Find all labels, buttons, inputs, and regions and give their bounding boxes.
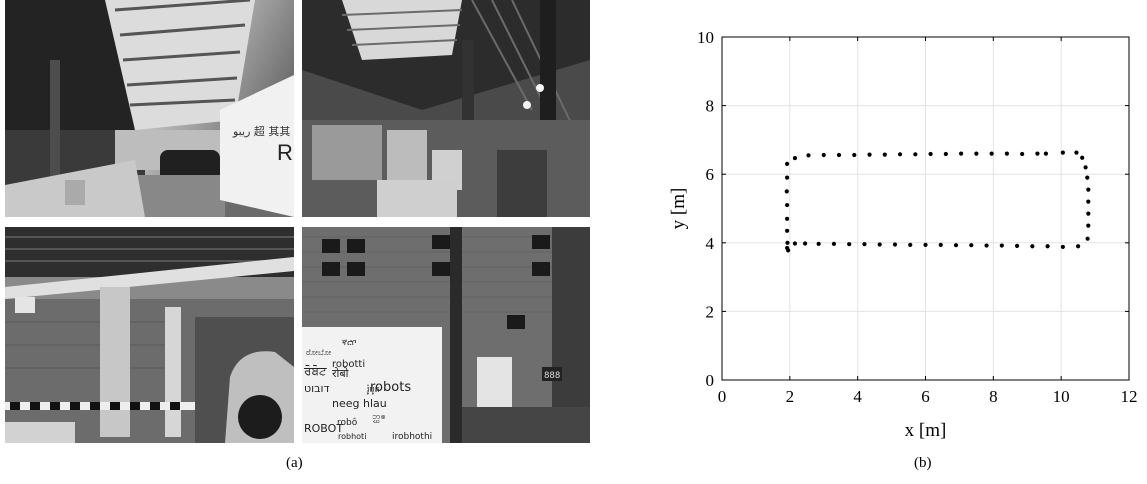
banner-word: irobhothi <box>392 432 432 442</box>
trajectory-point <box>1080 155 1085 160</box>
trajectory-point <box>913 152 918 157</box>
banner-multilingual-words: ኛሮቦ ರೋಬೋ robotti ਰੋਬੋਟ रोबो דובוט រ៉ូបូត… <box>303 338 432 442</box>
trajectory-point <box>784 189 789 194</box>
trajectory-point <box>792 155 798 161</box>
trajectory-point <box>847 242 852 247</box>
trajectory-point <box>816 241 821 246</box>
x-tick-label: 2 <box>786 387 795 406</box>
trajectory-point <box>892 242 898 247</box>
y-tick-label: 4 <box>706 234 715 253</box>
trajectory-point <box>1020 151 1025 157</box>
photo-top-left-factory-hall: RO ريبو 超 其其 <box>5 0 294 217</box>
x-tick-label: 10 <box>1053 387 1070 406</box>
trajectory-point <box>1086 223 1091 228</box>
trajectory-point <box>1086 211 1091 216</box>
banner-word: रोबो <box>332 367 349 380</box>
banner-word: ರೋಬೋ <box>306 348 332 357</box>
trajectory-point <box>974 151 979 156</box>
trajectory-point <box>989 151 994 156</box>
trajectory-point <box>1014 243 1020 248</box>
trajectory-point <box>969 243 974 248</box>
trajectory-point <box>785 161 790 167</box>
trajectory-point <box>785 228 790 233</box>
trajectory-point <box>1083 165 1088 170</box>
x-tick-label: 4 <box>853 387 862 406</box>
banner-word: ဘ္ဃၜ <box>372 412 386 423</box>
trajectory-point <box>1045 244 1050 249</box>
trajectory-point <box>1074 150 1079 155</box>
trajectory-point <box>785 216 790 221</box>
banner-word: ኛሮቦ <box>342 338 357 347</box>
x-axis-label: x [m] <box>905 420 947 441</box>
banner-word: robhoti <box>338 432 366 441</box>
y-tick-label: 8 <box>706 97 715 116</box>
x-tick-label: 8 <box>989 387 998 406</box>
trajectory-point <box>802 241 808 246</box>
trajectory-point <box>908 242 913 247</box>
trajectory-point <box>1035 151 1040 156</box>
trajectory-point <box>882 152 887 157</box>
banner-text-ro: RO <box>277 140 294 165</box>
trajectory-point <box>821 152 826 158</box>
banner-word: דובוט <box>304 382 330 395</box>
trajectory-point <box>1030 244 1035 249</box>
trajectory-point <box>836 152 842 158</box>
trajectory-point <box>862 242 867 247</box>
panel-b-caption: (b) <box>914 455 932 471</box>
photo-bottom-right-robot-banner: ኛሮቦ ರೋಬೋ robotti ਰੋਬੋਟ रोबो דובוט រ៉ូបូត… <box>302 227 590 443</box>
banner-word: neeg hlau <box>332 397 387 410</box>
banner-word: robots <box>370 380 411 395</box>
panel-a-caption: (a) <box>286 455 303 471</box>
banner-word: robô <box>337 417 358 428</box>
banner-word: ROBOT <box>304 422 343 435</box>
y-tick-label: 2 <box>706 302 715 321</box>
x-tick-label: 12 <box>1121 387 1138 406</box>
banner-word: ਰੋਬੋਟ <box>303 364 327 378</box>
trajectory-point <box>943 151 948 157</box>
trajectory-point <box>938 242 943 247</box>
trajectory-point <box>1004 151 1010 156</box>
banner-word: robotti <box>332 359 365 370</box>
trajectory-point <box>1085 236 1090 241</box>
banner-word: រ៉ូបូត <box>367 384 380 395</box>
trajectory-point <box>852 152 857 158</box>
y-tick-label: 6 <box>706 165 715 184</box>
trajectory-point <box>1043 151 1049 156</box>
trajectory-point <box>785 175 790 180</box>
trajectory-point <box>928 151 933 157</box>
trajectory-point <box>999 243 1004 248</box>
y-axis-label: y [m] <box>668 188 689 230</box>
trajectory-point <box>953 243 959 248</box>
trajectory-point <box>1060 150 1065 155</box>
x-tick-label: 6 <box>921 387 930 406</box>
y-tick-label: 10 <box>697 28 714 47</box>
trajectory-point <box>1076 244 1081 249</box>
trajectory-point <box>1086 187 1091 192</box>
trajectory-point <box>877 242 882 247</box>
photo-top-right-factory-floor <box>302 0 590 217</box>
trajectory-point <box>897 152 903 157</box>
trajectory-point <box>831 241 837 246</box>
y-tick-label: 0 <box>706 371 715 390</box>
plot-grid <box>721 36 1130 381</box>
trajectory-point <box>1085 175 1090 180</box>
trajectory-point <box>1086 199 1091 204</box>
plot-ticks: 0 2 4 6 8 10 12 0 2 4 6 8 10 <box>697 28 1138 406</box>
trajectory-point <box>923 242 928 247</box>
plot-points <box>784 150 1091 253</box>
trajectory-point <box>806 153 811 158</box>
banner-glyphs: ريبو 超 其其 <box>232 124 290 138</box>
trajectory-point <box>785 202 790 208</box>
sign-888: 888 <box>544 371 560 381</box>
trajectory-point <box>984 243 989 248</box>
trajectory-point <box>1060 244 1065 250</box>
trajectory-point <box>867 152 872 157</box>
trajectory-point <box>959 151 964 156</box>
trajectory-point <box>785 245 790 251</box>
trajectory-point <box>792 241 798 246</box>
x-tick-label: 0 <box>718 387 727 406</box>
photo-bottom-left-car-lab <box>5 227 294 443</box>
trajectory-point <box>785 240 790 245</box>
